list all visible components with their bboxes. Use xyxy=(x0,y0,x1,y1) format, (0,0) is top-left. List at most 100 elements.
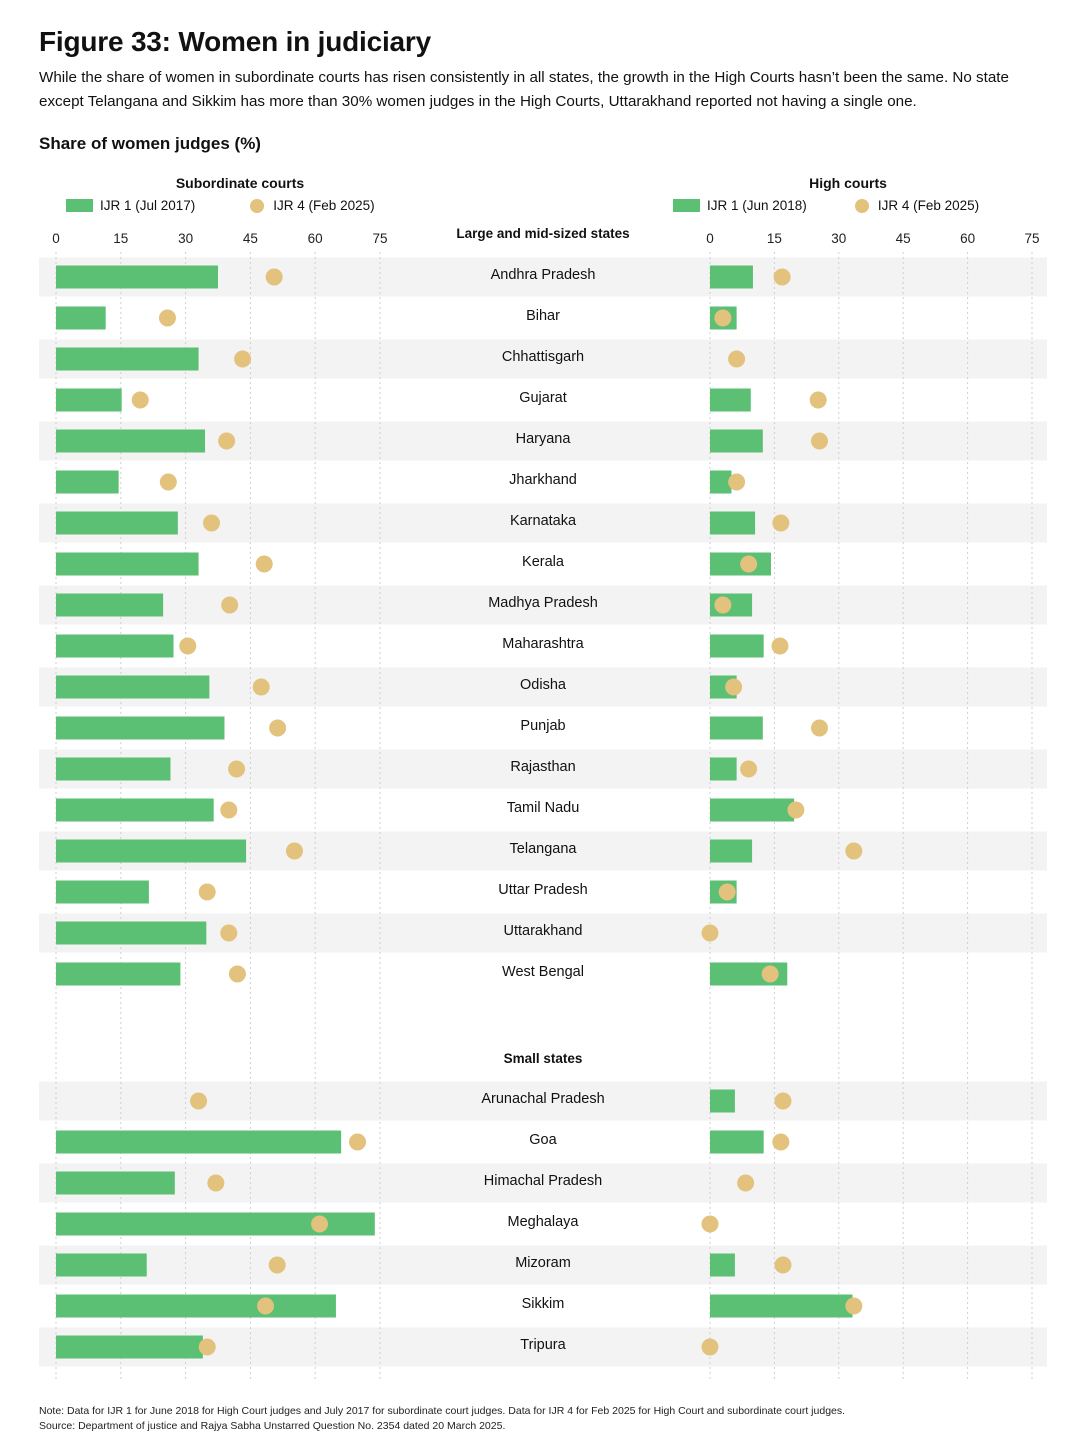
state-label-odisha: Odisha xyxy=(520,677,567,693)
state-label-chhattisgarh: Chhattisgarh xyxy=(502,349,584,365)
subordinate-ijr4-dot-tamil-nadu xyxy=(220,801,238,819)
state-label-meghalaya: Meghalaya xyxy=(508,1214,580,1230)
right-legend: IJR 1 (Jun 2018) IJR 4 (Feb 2025) xyxy=(673,198,979,213)
group-label: Small states xyxy=(504,1051,583,1066)
legend-dot-label: IJR 4 (Feb 2025) xyxy=(273,198,375,213)
high-court-ijr4-dot-tamil-nadu xyxy=(787,801,805,819)
high-court-ijr4-dot-meghalaya xyxy=(701,1215,719,1233)
high-court-ijr4-dot-chhattisgarh xyxy=(728,350,746,368)
subordinate-ijr4-dot-uttar-pradesh xyxy=(198,883,216,901)
high-court-ijr1-bar-tamil-nadu xyxy=(710,798,795,822)
subordinate-ijr1-bar-chhattisgarh xyxy=(56,347,199,371)
subordinate-ijr1-bar-rajasthan xyxy=(56,757,171,781)
state-label-tripura: Tripura xyxy=(520,1337,566,1353)
legend-bar-label: IJR 1 (Jun 2018) xyxy=(707,198,807,213)
high-court-ijr4-dot-odisha xyxy=(725,678,743,696)
high-court-ijr4-dot-sikkim xyxy=(845,1297,863,1315)
state-label-goa: Goa xyxy=(529,1132,557,1148)
legend-bar-label: IJR 1 (Jul 2017) xyxy=(100,198,196,213)
high-court-ijr1-bar-rajasthan xyxy=(710,757,737,781)
subordinate-ijr4-dot-gujarat xyxy=(131,391,149,409)
high-court-ijr1-bar-telangana xyxy=(710,839,753,863)
subordinate-ijr4-dot-kerala xyxy=(255,555,273,573)
footnotes: Note: Data for IJR 1 for June 2018 for H… xyxy=(39,1404,845,1434)
subordinate-ijr1-bar-sikkim xyxy=(56,1294,336,1318)
state-label-tamil-nadu: Tamil Nadu xyxy=(507,800,580,816)
subordinate-ijr4-dot-chhattisgarh xyxy=(234,350,252,368)
high-court-ijr4-dot-punjab xyxy=(810,719,828,737)
state-label-jharkhand: Jharkhand xyxy=(509,472,577,488)
high-court-tick-label: 75 xyxy=(1024,231,1039,246)
high-court-ijr4-dot-karnataka xyxy=(772,514,790,532)
right-panel-title: High courts xyxy=(809,175,887,191)
state-label-west-bengal: West Bengal xyxy=(502,964,584,980)
subordinate-ijr1-bar-punjab xyxy=(56,716,225,740)
high-court-tick-label: 0 xyxy=(706,231,714,246)
high-court-ijr4-dot-tripura xyxy=(701,1338,719,1356)
state-label-punjab: Punjab xyxy=(520,718,565,734)
subordinate-ijr1-bar-kerala xyxy=(56,552,199,576)
subordinate-tick-label: 30 xyxy=(178,231,193,246)
subordinate-ijr4-dot-jharkhand xyxy=(159,473,177,491)
state-label-sikkim: Sikkim xyxy=(522,1296,565,1312)
legend-bar-swatch xyxy=(673,199,700,212)
high-court-ijr1-bar-haryana xyxy=(710,429,763,453)
state-label-mizoram: Mizoram xyxy=(515,1255,571,1271)
high-court-ijr4-dot-telangana xyxy=(845,842,863,860)
subordinate-ijr4-dot-uttarakhand xyxy=(220,924,238,942)
state-label-haryana: Haryana xyxy=(516,431,572,447)
high-court-ijr4-dot-gujarat xyxy=(809,391,827,409)
state-label-karnataka: Karnataka xyxy=(510,513,577,529)
subordinate-ijr4-dot-odisha xyxy=(252,678,270,696)
subordinate-ijr4-dot-karnataka xyxy=(203,514,221,532)
dumbbell-chart: 0 15 30 45 60 75 0 15 30 45 60 75 Large and mid-size… xyxy=(39,226,1047,1380)
subordinate-ijr4-dot-bihar xyxy=(158,309,176,327)
subordinate-ijr4-dot-arunachal-pradesh xyxy=(190,1092,208,1110)
state-label-andhra-pradesh: Andhra Pradesh xyxy=(491,267,596,283)
left-legend: IJR 1 (Jul 2017) IJR 4 (Feb 2025) xyxy=(66,198,375,213)
subordinate-ijr1-bar-uttar-pradesh xyxy=(56,880,149,904)
subordinate-ijr1-bar-jharkhand xyxy=(56,470,119,494)
state-label-madhya-pradesh: Madhya Pradesh xyxy=(488,595,598,611)
subordinate-ijr4-dot-madhya-pradesh xyxy=(221,596,239,614)
subordinate-ijr4-dot-meghalaya xyxy=(311,1215,329,1233)
state-label-uttar-pradesh: Uttar Pradesh xyxy=(498,882,587,898)
subordinate-ijr4-dot-west-bengal xyxy=(228,965,246,983)
high-court-ijr1-bar-goa xyxy=(710,1130,764,1154)
subordinate-tick-label: 0 xyxy=(52,231,60,246)
subordinate-ijr1-bar-bihar xyxy=(56,306,106,330)
subordinate-ijr4-dot-haryana xyxy=(218,432,236,450)
high-court-ijr1-bar-maharashtra xyxy=(710,634,764,658)
legend-dot-label: IJR 4 (Feb 2025) xyxy=(877,198,980,213)
subordinate-ijr4-dot-goa xyxy=(349,1133,367,1151)
high-court-ijr4-dot-kerala xyxy=(740,555,758,573)
high-court-ijr1-bar-punjab xyxy=(710,716,763,740)
subordinate-ijr1-bar-goa xyxy=(56,1130,342,1154)
chart-heading: Share of women judges (%) xyxy=(39,134,261,153)
state-label-himachal-pradesh: Himachal Pradesh xyxy=(484,1173,602,1189)
high-court-ijr1-bar-arunachal-pradesh xyxy=(710,1089,735,1113)
subordinate-ijr1-bar-telangana xyxy=(56,839,247,863)
state-label-maharashtra: Maharashtra xyxy=(502,636,584,652)
high-court-ijr4-dot-maharashtra xyxy=(771,637,789,655)
left-panel-title: Subordinate courts xyxy=(175,175,305,191)
high-court-ijr1-bar-karnataka xyxy=(710,511,756,535)
note-text: Note: Data for IJR 1 for June 2018 for H… xyxy=(39,1405,846,1417)
subordinate-ijr1-bar-west-bengal xyxy=(56,962,181,986)
subordinate-ijr1-bar-andhra-pradesh xyxy=(56,265,218,289)
row-stripe xyxy=(39,1163,1047,1203)
subordinate-ijr1-bar-karnataka xyxy=(56,511,178,535)
subordinate-ijr4-dot-rajasthan xyxy=(228,760,246,778)
row-stripe xyxy=(39,339,1047,379)
state-label-arunachal-pradesh: Arunachal Pradesh xyxy=(481,1091,604,1107)
subordinate-ijr4-dot-telangana xyxy=(285,842,303,860)
high-court-ijr4-dot-madhya-pradesh xyxy=(714,596,732,614)
high-court-tick-label: 30 xyxy=(831,231,846,246)
high-court-ijr1-bar-gujarat xyxy=(710,388,751,412)
subordinate-ijr1-bar-mizoram xyxy=(56,1253,147,1277)
subordinate-ijr1-bar-himachal-pradesh xyxy=(56,1171,175,1195)
high-court-ijr4-dot-west-bengal xyxy=(761,965,779,983)
high-court-ijr4-dot-haryana xyxy=(810,432,828,450)
subordinate-ijr1-bar-odisha xyxy=(56,675,210,699)
high-court-ijr4-dot-andhra-pradesh xyxy=(773,268,791,286)
